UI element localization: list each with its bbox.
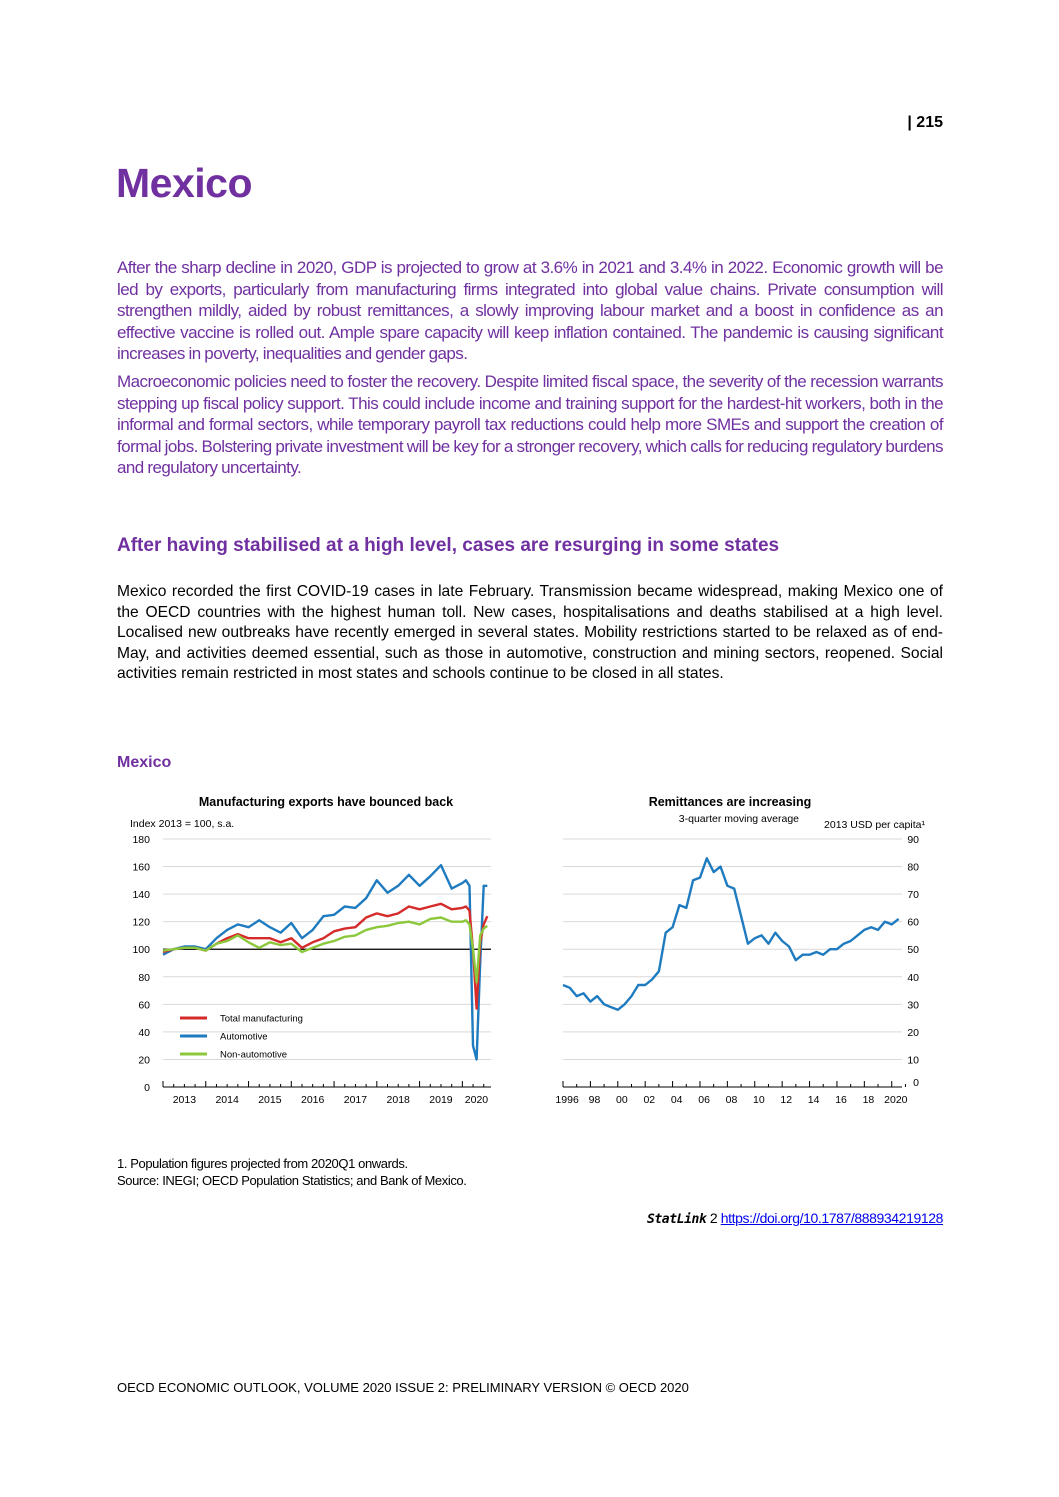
summary-paragraph: After the sharp decline in 2020, GDP is …	[117, 258, 944, 364]
page-title: Mexico	[116, 160, 253, 206]
y-tick-label: 0	[913, 1077, 919, 1089]
page-number: | 215	[907, 114, 943, 131]
chart-title: Manufacturing exports have bounced back	[199, 795, 453, 809]
x-tick-label: 98	[589, 1094, 601, 1106]
y-axis-label: 2013 USD per capita¹	[824, 819, 925, 831]
section-body: Mexico recorded the first COVID-19 cases…	[117, 583, 943, 683]
x-tick-label: 2016	[301, 1094, 325, 1106]
x-tick-label: 10	[753, 1094, 765, 1106]
y-tick-label: 60	[138, 999, 150, 1011]
y-tick-label: 80	[907, 862, 919, 874]
y-tick-label: 10	[907, 1054, 919, 1066]
x-tick-label: 2020	[465, 1094, 489, 1106]
statlink-icon: 2	[709, 1210, 718, 1226]
y-tick-label: 160	[132, 862, 150, 874]
figure-title: Mexico	[117, 754, 172, 771]
x-tick-label: 00	[616, 1094, 628, 1106]
y-tick-label: 90	[907, 834, 919, 846]
chart-subtitle: 3-quarter moving average	[679, 813, 799, 825]
chart-title: Remittances are increasing	[649, 795, 812, 809]
x-tick-label: 08	[726, 1094, 738, 1106]
y-tick-label: 60	[907, 917, 919, 929]
x-tick-label: 04	[671, 1094, 683, 1106]
legend-label: Total manufacturing	[220, 1014, 303, 1025]
page-footer: OECD ECONOMIC OUTLOOK, VOLUME 2020 ISSUE…	[117, 1380, 689, 1395]
x-tick-label: 14	[808, 1094, 820, 1106]
x-tick-label: 2017	[344, 1094, 368, 1106]
source-note: Source: INEGI; OECD Population Statistic…	[117, 1173, 467, 1188]
y-tick-label: 40	[138, 1027, 150, 1039]
series-line-non-automotive	[162, 916, 489, 984]
legend-label: Non-automotive	[220, 1050, 287, 1061]
x-tick-label: 2019	[429, 1094, 453, 1106]
y-tick-label: 120	[132, 917, 150, 929]
x-tick-label: 06	[698, 1094, 710, 1106]
x-tick-label: 02	[643, 1094, 655, 1106]
x-tick-label: 1996	[555, 1094, 579, 1106]
series-line-automotive	[162, 864, 488, 1061]
x-tick-label: 2014	[215, 1094, 239, 1106]
y-tick-label: 140	[132, 889, 150, 901]
x-tick-label: 18	[863, 1094, 875, 1106]
y-tick-label: 40	[907, 972, 919, 984]
y-tick-label: 100	[132, 944, 150, 956]
x-tick-label: 2013	[173, 1094, 197, 1106]
x-tick-label: 16	[835, 1094, 847, 1106]
summary: After the sharp decline in 2020, GDP is …	[117, 257, 944, 479]
y-tick-label: 20	[907, 1027, 919, 1039]
x-tick-label: 2015	[258, 1094, 282, 1106]
statlink-label: StatLink	[646, 1212, 707, 1227]
summary-paragraph: Macroeconomic policies need to foster th…	[117, 371, 944, 478]
y-tick-label: 20	[138, 1054, 150, 1066]
figure-notes: 1. Population figures projected from 202…	[117, 1155, 467, 1189]
x-tick-label: 12	[780, 1094, 792, 1106]
section-heading: After having stabilised at a high level,…	[117, 535, 780, 556]
statlink-url[interactable]: https://doi.org/10.1787/888934219128	[720, 1210, 944, 1226]
y-tick-label: 30	[907, 999, 919, 1011]
y-axis-label: Index 2013 = 100, s.a.	[130, 818, 234, 830]
y-tick-label: 70	[907, 889, 919, 901]
x-tick-label: 2020	[884, 1094, 908, 1106]
manufacturing-exports-chart: Manufacturing exports have bounced back …	[130, 795, 491, 1106]
x-tick-label: 2018	[387, 1094, 411, 1106]
series-line-remittances	[562, 857, 900, 1011]
y-tick-label: 80	[138, 972, 150, 984]
remittances-chart: Remittances are increasing 3-quarter mov…	[555, 795, 925, 1106]
footnote: 1. Population figures projected from 202…	[117, 1156, 408, 1171]
y-tick-label: 180	[132, 834, 150, 846]
y-tick-label: 50	[907, 944, 919, 956]
series-line-total-manufacturing	[162, 902, 489, 1010]
y-tick-label: 0	[144, 1082, 150, 1094]
legend-label: Automotive	[220, 1032, 268, 1043]
statlink: StatLink 2 https://doi.org/10.1787/88893…	[600, 1210, 943, 1227]
